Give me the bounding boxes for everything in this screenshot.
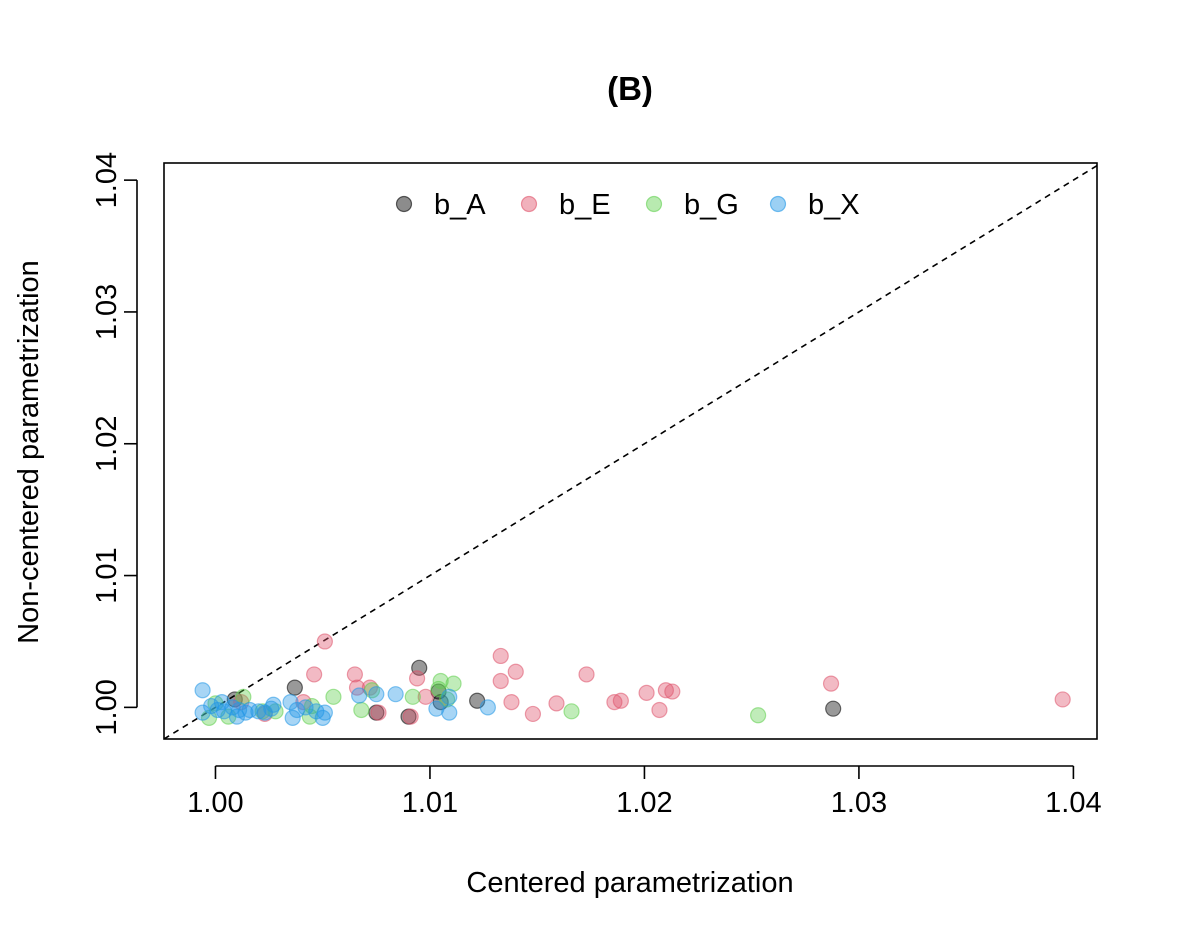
point-b_E-19: [606, 693, 623, 711]
x-tick-label: 1.03: [831, 787, 887, 819]
point-b_E-12: [492, 647, 509, 665]
legend-marker: [520, 195, 538, 213]
y-axis-label: Non-centered parametrization: [13, 260, 45, 644]
legend-label: b_A: [434, 189, 486, 221]
legend-label: b_E: [559, 189, 611, 221]
point-b_G-16: [563, 703, 580, 720]
legend-item-b_X: b_X: [769, 189, 860, 221]
point-b_E-4: [316, 633, 333, 650]
point-b_E-16: [524, 705, 542, 723]
point-b_E-20: [612, 692, 629, 709]
point-b_X-23: [368, 686, 385, 703]
point-b_A-1: [286, 679, 303, 696]
legend-item-b_A: b_A: [395, 189, 486, 221]
point-b_E-24: [664, 683, 681, 700]
x-tick-label: 1.02: [616, 787, 672, 819]
legend-marker: [395, 195, 413, 213]
legend-label: b_X: [808, 189, 860, 221]
point-b_E-22: [651, 701, 668, 719]
point-b_E-11: [417, 688, 434, 705]
x-tick-label: 1.00: [187, 787, 243, 819]
y-tick-label: 1.04: [91, 152, 123, 208]
chart-title: (B): [607, 70, 653, 107]
point-b_E-8: [370, 704, 387, 721]
point-b_E-13: [492, 672, 509, 690]
point-b_G-7: [303, 697, 321, 715]
point-b_G-8: [325, 688, 342, 705]
y-axis: 1.00 1.01 1.02 1.03 1.04: [91, 152, 138, 736]
point-b_G-17: [750, 707, 767, 724]
point-b_A-8: [825, 700, 842, 717]
point-b_X-16: [284, 709, 301, 727]
y-tick-label: 1.00: [91, 679, 123, 735]
series-b_E: [233, 633, 1071, 725]
point-b_E-3: [306, 666, 323, 683]
point-b_X-21: [316, 704, 333, 721]
point-b_X-1: [194, 682, 211, 699]
y-tick-label: 1.03: [91, 284, 123, 340]
point-b_G-11: [404, 688, 421, 705]
point-b_E-15: [507, 663, 524, 680]
legend-marker: [769, 195, 787, 213]
legend-label: b_G: [684, 189, 739, 221]
legend-marker: [645, 195, 663, 213]
plot-area: [163, 162, 1098, 740]
point-b_G-13: [432, 672, 449, 690]
y-tick-label: 1.01: [91, 547, 123, 603]
point-b_E-26: [1054, 691, 1071, 708]
point-b_E-7: [361, 679, 379, 696]
legend-item-b_G: b_G: [645, 189, 739, 221]
point-b_E-17: [548, 695, 565, 712]
point-b_E-23: [657, 682, 674, 699]
point-b_X-22: [351, 687, 368, 704]
plot-frame: [163, 162, 1098, 740]
point-b_E-9: [402, 708, 419, 725]
x-tick-label: 1.01: [402, 787, 458, 819]
point-b_X-26: [441, 688, 458, 705]
point-b_X-27: [441, 704, 458, 721]
point-b_X-9: [237, 704, 254, 721]
series-b_X: [194, 682, 496, 727]
legend-item-b_E: b_E: [520, 189, 611, 221]
point-b_X-28: [479, 699, 496, 716]
point-b_E-25: [822, 675, 840, 692]
legend: b_A b_E b_G b_X: [395, 189, 860, 221]
point-b_X-24: [387, 686, 404, 703]
point-b_X-25: [428, 700, 445, 717]
point-b_E-10: [408, 670, 426, 687]
point-b_E-5: [346, 666, 363, 683]
point-b_E-18: [578, 666, 595, 683]
x-axis: 1.00 1.01 1.02 1.03 1.04: [187, 765, 1102, 819]
point-b_X-11: [250, 703, 267, 720]
point-b_G-9: [353, 701, 370, 719]
x-tick-label: 1.04: [1045, 787, 1101, 819]
point-b_X-14: [265, 696, 282, 713]
point-b_E-21: [638, 684, 655, 701]
point-b_G-14: [439, 691, 456, 708]
y-tick-label: 1.02: [91, 416, 123, 472]
reference-diagonal-line: [164, 164, 1097, 739]
x-axis-label: Centered parametrization: [466, 867, 793, 899]
point-b_E-14: [503, 693, 520, 711]
